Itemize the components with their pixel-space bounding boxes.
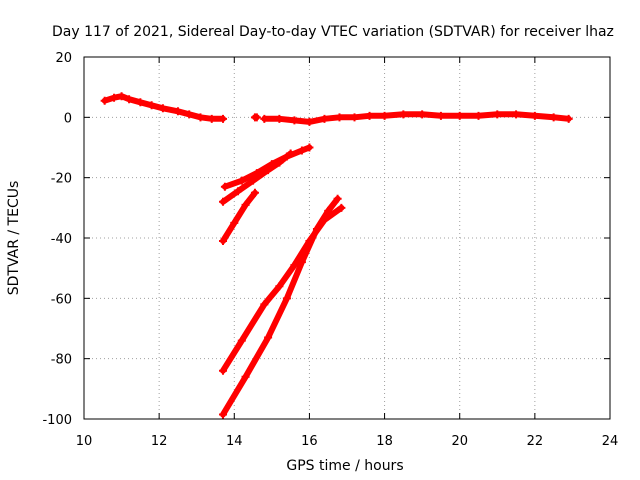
data-point [455, 111, 464, 120]
data-point [474, 111, 483, 120]
data-point [418, 110, 427, 119]
data-point [147, 101, 156, 110]
data-point [305, 143, 314, 152]
data-point [260, 300, 269, 309]
data-point [173, 107, 182, 116]
data-point [436, 111, 445, 120]
axis-ticks: 10 12 14 16 18 20 22 24 20 0 -20 -40 -60 -80 -100 [42, 51, 618, 449]
data-point [234, 187, 243, 196]
series-6 [220, 189, 258, 244]
data-point [237, 176, 246, 185]
x-tick-label: 10 [76, 434, 93, 449]
series-5 [220, 150, 294, 205]
data-point [249, 176, 258, 185]
data-point [219, 237, 228, 246]
data-point [337, 203, 346, 212]
x-tick-label: 16 [301, 434, 318, 449]
data-point [380, 111, 389, 120]
data-point [250, 188, 259, 197]
data-point [275, 282, 284, 291]
data-point [290, 116, 299, 125]
data-point [564, 114, 573, 123]
y-tick-label: -20 [51, 172, 72, 187]
data-point [333, 194, 342, 203]
data-point [196, 113, 205, 122]
data-point [275, 158, 284, 167]
y-axis-label: SDTVAR / TECUs [6, 181, 22, 296]
data-point [282, 294, 291, 303]
data-point [252, 113, 261, 122]
x-tick-label: 20 [451, 434, 468, 449]
data-point [117, 92, 126, 101]
data-point [237, 336, 246, 345]
data-point [320, 114, 329, 123]
data-point [100, 96, 109, 105]
y-tick-label: -60 [51, 292, 72, 307]
series-7 [220, 204, 345, 374]
data-point [230, 218, 239, 227]
data-point [110, 93, 119, 102]
series-8 [220, 195, 341, 418]
chart-title: Day 117 of 2021, Sidereal Day-to-day VTE… [52, 24, 614, 40]
data-series [100, 92, 573, 419]
data-point [136, 98, 145, 107]
data-point [264, 166, 273, 175]
data-point [286, 149, 295, 158]
y-tick-label: 20 [55, 51, 72, 66]
x-tick-label: 12 [151, 434, 168, 449]
data-point [219, 114, 228, 123]
y-tick-label: 0 [64, 111, 72, 126]
data-point [350, 113, 359, 122]
data-point [275, 114, 284, 123]
data-point [125, 95, 134, 104]
data-point [312, 224, 321, 233]
data-point [207, 114, 216, 123]
data-point [297, 258, 306, 267]
data-point [290, 261, 299, 270]
data-point [219, 410, 228, 419]
data-point [241, 372, 250, 381]
data-point [219, 197, 228, 206]
data-point [185, 110, 194, 119]
data-point [324, 206, 333, 215]
data-point [241, 200, 250, 209]
x-tick-label: 22 [527, 434, 544, 449]
data-point [264, 333, 273, 342]
data-point [305, 117, 314, 126]
data-point [530, 111, 539, 120]
x-axis-label: GPS time / hours [286, 458, 403, 474]
x-tick-label: 24 [602, 434, 619, 449]
data-point [335, 113, 344, 122]
data-point [365, 111, 374, 120]
x-tick-label: 18 [376, 434, 393, 449]
data-point [549, 113, 558, 122]
data-point [297, 146, 306, 155]
data-point [260, 114, 269, 123]
y-tick-label: -100 [42, 413, 72, 428]
data-point [512, 110, 521, 119]
data-point [219, 366, 228, 375]
data-point [220, 182, 229, 191]
data-point [493, 110, 502, 119]
y-tick-label: -40 [51, 232, 72, 247]
data-point [399, 110, 408, 119]
y-tick-label: -80 [51, 353, 72, 368]
data-point [158, 104, 167, 113]
x-tick-label: 14 [226, 434, 243, 449]
